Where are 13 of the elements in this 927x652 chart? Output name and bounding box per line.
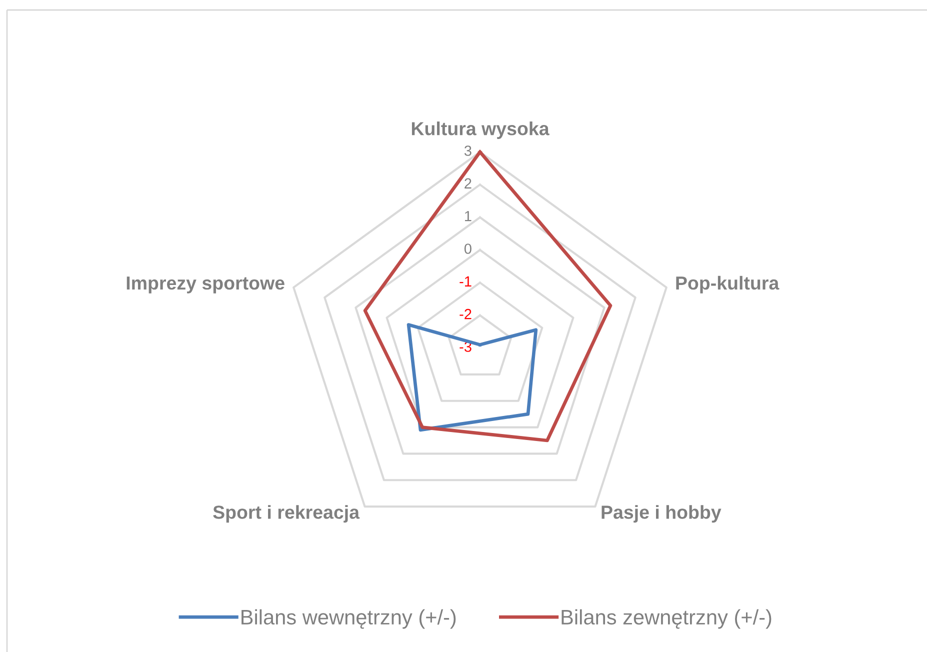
spoke-label: Kultura wysoka	[412, 122, 550, 139]
spoke-label: Pop-kultura	[676, 276, 780, 294]
spoke-label: Imprezy sportowe	[126, 276, 284, 294]
spoke-label: Sport i rekreacja	[213, 505, 360, 523]
y-tick-label: 2	[464, 178, 472, 188]
spoke-label: Pasje i hobby	[602, 505, 722, 523]
y-tick-label: 0	[464, 244, 472, 254]
y-tick-label: -2	[460, 308, 472, 320]
legend-label: Bilans wewnętrzny (+/-)	[242, 609, 456, 629]
legend-label: Bilans zewnętrzny (+/-)	[562, 609, 772, 629]
y-tick-label: 3	[464, 146, 472, 156]
y-tick-label: -1	[460, 276, 472, 286]
y-tick-label: 1	[465, 211, 472, 222]
